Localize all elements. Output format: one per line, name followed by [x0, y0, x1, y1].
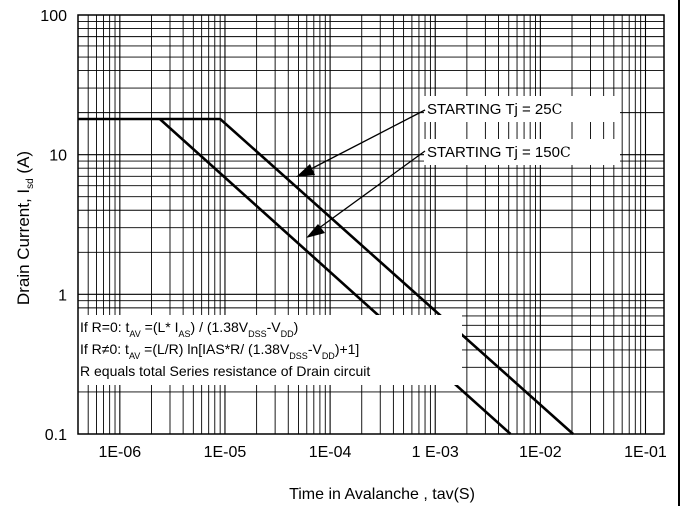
arrow-150-head — [306, 224, 325, 238]
x-tick-label: 1E-05 — [204, 444, 247, 461]
x-tick-label: 1 E-03 — [412, 444, 459, 461]
annotation-150-text: STARTING Tj = 150C — [427, 144, 571, 161]
arrow-25 — [304, 109, 426, 173]
y-tick-label: 0.1 — [45, 427, 67, 444]
series-line-2 — [158, 118, 512, 435]
y-tick-label: 100 — [40, 8, 67, 25]
note-line-2: If R≠0: tAV =(L/R) ln[IAS*R/ (1.38VDSS-V… — [80, 341, 359, 361]
arrow-25-head — [296, 164, 315, 177]
x-axis-label: Time in Avalanche , tav(S) — [289, 486, 475, 503]
annotation-25-text: STARTING Tj = 25C — [427, 101, 562, 118]
arrow-150 — [314, 150, 426, 232]
notes-box — [78, 315, 462, 385]
x-tick-label: 1E-06 — [98, 444, 141, 461]
y-axis-label: Drain Current, Isd (A) — [14, 151, 36, 305]
note-line-1: If R=0: tAV =(L* IAS) / (1.38VDSS-VDD) — [80, 319, 298, 339]
x-tick-label: 1E-04 — [309, 444, 352, 461]
formula-notes: If R=0: tAV =(L* IAS) / (1.38VDSS-VDD) I… — [78, 315, 462, 385]
y-tick-label: 1 — [58, 287, 67, 304]
x-tick-label: 1E-02 — [519, 444, 562, 461]
tick-labels: 1E-06 1E-05 1E-04 1 E-03 1E-02 1E-01 100 10 1 0.1 — [40, 8, 667, 461]
annotation-box-25 — [424, 96, 620, 122]
annotation-box-150 — [424, 139, 620, 165]
y-tick-label: 10 — [49, 148, 67, 165]
annotations: STARTING Tj = 25C STARTING Tj = 150C — [296, 96, 620, 238]
plot-frame — [77, 14, 665, 435]
x-tick-label: 1E-01 — [624, 444, 667, 461]
note-line-3: R equals total Series resistance of Drai… — [80, 363, 370, 379]
